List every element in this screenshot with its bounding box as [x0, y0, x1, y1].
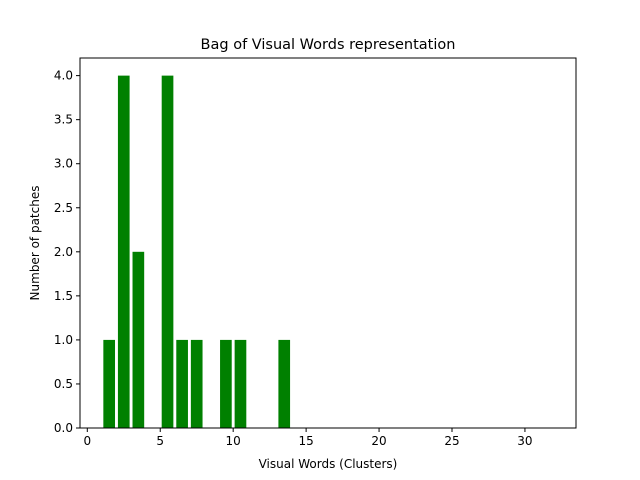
- x-tick-label: 20: [371, 434, 386, 448]
- y-tick-label: 0.5: [54, 377, 73, 391]
- x-axis-label: Visual Words (Clusters): [259, 457, 398, 471]
- x-tick-label: 25: [444, 434, 459, 448]
- x-tick-label: 10: [226, 434, 241, 448]
- bar-8: [278, 339, 291, 428]
- y-tick-label: 0.0: [54, 421, 73, 435]
- y-axis-label: Number of patches: [28, 186, 42, 301]
- x-axis-ticks: 0 5 10 15 20 25 30: [83, 428, 533, 448]
- y-tick-label: 3.5: [54, 113, 73, 127]
- y-tick-label: 1.0: [54, 333, 73, 347]
- bar-4: [176, 339, 188, 428]
- y-tick-label: 1.5: [54, 289, 73, 303]
- y-tick-label: 2.5: [54, 201, 73, 215]
- bar-1: [117, 75, 130, 428]
- y-tick-label: 4.0: [54, 69, 73, 83]
- x-tick-label: 5: [156, 434, 164, 448]
- bar-5: [190, 339, 203, 428]
- x-tick-label: 0: [83, 434, 91, 448]
- bar-7: [234, 339, 247, 428]
- bars-group: [103, 75, 291, 428]
- y-axis-ticks: 0.0 0.5 1.0 1.5 2.0 2.5 3.0 3.5 4.0: [54, 69, 80, 435]
- y-tick-label: 3.0: [54, 157, 73, 171]
- bar-6: [220, 339, 232, 428]
- x-tick-label: 30: [517, 434, 532, 448]
- y-tick-label: 2.0: [54, 245, 73, 259]
- plot-frame: [79, 57, 577, 429]
- x-tick-label: 15: [298, 434, 313, 448]
- bar-3: [161, 75, 174, 428]
- chart-title: Bag of Visual Words representation: [201, 37, 456, 53]
- bar-0: [103, 339, 116, 428]
- bar-2: [132, 251, 145, 428]
